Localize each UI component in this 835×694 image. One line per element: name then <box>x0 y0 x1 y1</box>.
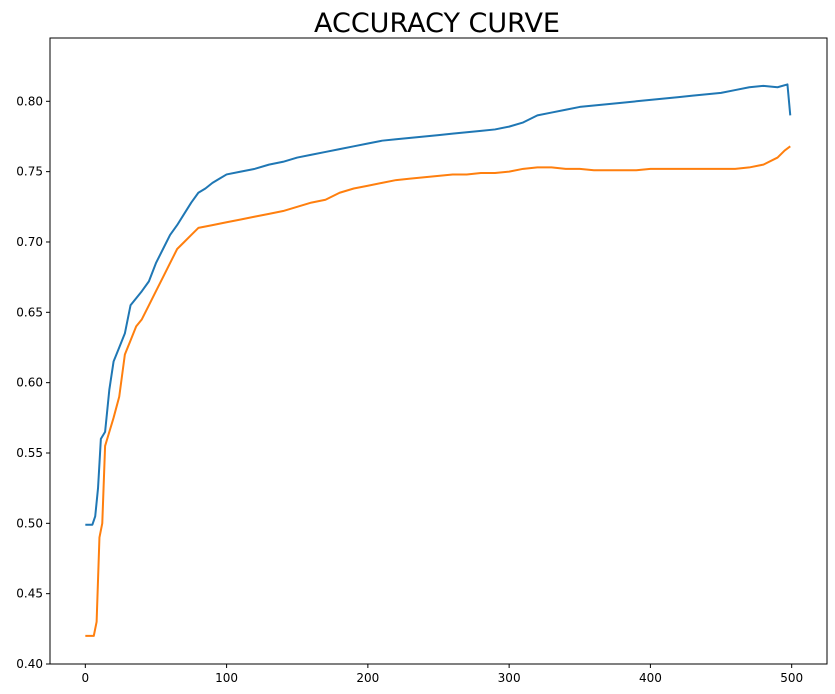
series-layer <box>85 83 792 637</box>
x-tick-label: 0 <box>81 671 89 685</box>
series-line-1 <box>85 83 792 526</box>
x-tick-label: 400 <box>639 671 662 685</box>
x-axis: 0 100 200 300 400 500 <box>81 664 803 685</box>
y-tick-label: 0.80 <box>16 94 43 108</box>
x-tick-label: 100 <box>215 671 238 685</box>
x-tick-label: 500 <box>780 671 803 685</box>
x-tick-label: 300 <box>498 671 521 685</box>
plot-frame <box>49 37 828 665</box>
chart-title: ACCURACY CURVE <box>314 8 560 39</box>
y-tick-label: 0.50 <box>16 516 43 530</box>
y-tick-label: 0.60 <box>16 376 43 390</box>
y-tick-label: 0.45 <box>16 587 43 601</box>
x-tick-label: 200 <box>356 671 379 685</box>
y-tick-label: 0.70 <box>16 235 43 249</box>
y-axis: 0.40 0.45 0.50 0.55 0.60 0.65 0.70 0.75 0.80 <box>16 94 50 671</box>
y-tick-label: 0.40 <box>16 657 43 671</box>
y-tick-label: 0.55 <box>16 446 43 460</box>
series-line-2 <box>85 145 791 637</box>
y-tick-label: 0.75 <box>16 165 43 179</box>
y-tick-label: 0.65 <box>16 305 43 319</box>
